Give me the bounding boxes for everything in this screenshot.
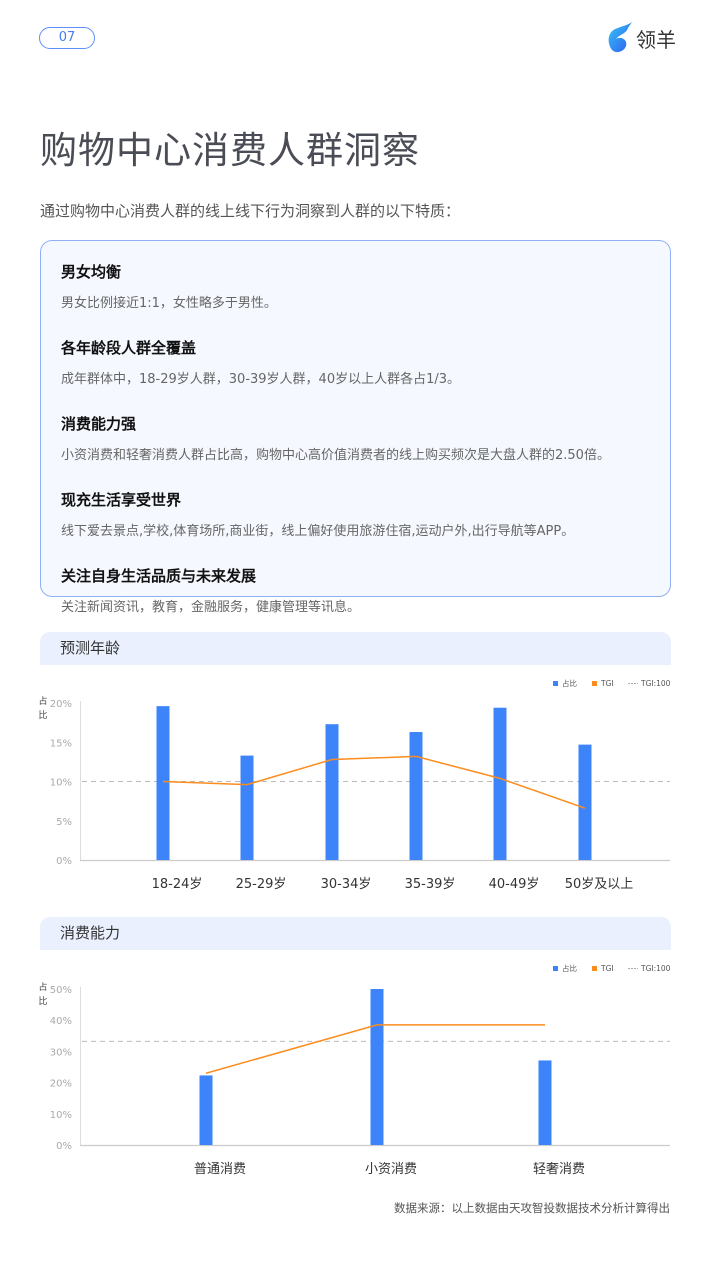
spending-chart: 占比 TGI TGI:100 占比 0% 10% 20% 30% 40% 50% 普通消费 小资消费 轻… xyxy=(38,963,671,1177)
x-tick-label: 30-34岁 xyxy=(321,877,372,892)
feature-item: 各年龄段人群全覆盖成年群体中，18-29岁人群，30-39岁人群，40岁以上人群… xyxy=(61,337,650,387)
legend-swatch-tgi xyxy=(592,681,597,686)
legend-label: TGI xyxy=(600,679,614,688)
bar xyxy=(156,706,170,860)
bar xyxy=(493,707,507,860)
data-source: 数据来源：以上数据由天攻智投数据技术分析计算得出 xyxy=(394,1201,670,1215)
y-tick-label: 20% xyxy=(50,1079,72,1090)
x-tick-label: 50岁及以上 xyxy=(565,877,634,892)
age-chart: 占比 TGI TGI:100 占比 0% 5% 10% 15% 20% 18-24岁 25-29岁 3… xyxy=(38,678,671,892)
bar xyxy=(409,732,423,860)
page-number: 07 xyxy=(39,27,95,49)
legend-label: TGI xyxy=(600,964,614,973)
x-tick-label: 普通消费 xyxy=(194,1162,246,1177)
y-axis-label: 占 xyxy=(38,695,47,707)
y-tick-label: 10% xyxy=(50,778,72,789)
logo-icon xyxy=(608,22,632,53)
bar xyxy=(199,1075,213,1145)
x-tick-label: 小资消费 xyxy=(365,1162,417,1177)
logo-text: 领羊 xyxy=(636,27,676,52)
legend-swatch-tgi xyxy=(592,966,597,971)
feature-text: 关注新闻资讯，教育，金融服务，健康管理等讯息。 xyxy=(61,600,361,615)
bar xyxy=(578,744,592,860)
tgi-line xyxy=(205,1024,545,1074)
bar xyxy=(538,1060,552,1145)
feature-heading: 现充生活享受世界 xyxy=(61,491,182,509)
y-tick-label: 15% xyxy=(50,738,72,749)
tgi-line xyxy=(162,755,586,809)
legend-swatch-bar xyxy=(553,966,558,971)
y-axis-label: 占 xyxy=(38,981,47,993)
features-box: 男女均衡男女比例接近1:1，女性略多于男性。 各年龄段人群全覆盖成年群体中，18… xyxy=(40,240,671,615)
logo: 领羊 xyxy=(604,22,676,54)
feature-item: 现充生活享受世界线下爱去景点,学校,体育场所,商业街，线上偏好使用旅游住宿,运动… xyxy=(61,489,650,539)
page-title: 购物中心消费人群洞察 xyxy=(40,129,420,172)
section-header-age: 预测年龄 xyxy=(40,632,671,665)
feature-heading: 关注自身生活品质与未来发展 xyxy=(61,567,257,585)
feature-item: 消费能力强小资消费和轻奢消费人群占比高，购物中心高价值消费者的线上购买频次是大盘… xyxy=(61,413,650,463)
bar xyxy=(370,989,384,1145)
feature-text: 线下爱去景点,学校,体育场所,商业街，线上偏好使用旅游住宿,运动户外,出行导航等… xyxy=(61,524,575,539)
legend-label: 占比 xyxy=(562,963,577,973)
y-axis-label: 比 xyxy=(38,709,47,721)
section-header-spending: 消费能力 xyxy=(40,917,671,950)
x-tick-label: 轻奢消费 xyxy=(533,1162,585,1177)
feature-heading: 男女均衡 xyxy=(61,263,122,281)
y-axis-label: 比 xyxy=(38,995,47,1007)
y-tick-label: 20% xyxy=(50,699,72,710)
bar xyxy=(240,755,254,860)
y-tick-label: 10% xyxy=(50,1110,72,1121)
x-tick-label: 35-39岁 xyxy=(405,877,456,892)
y-tick-label: 5% xyxy=(56,817,72,828)
y-tick-label: 50% xyxy=(50,985,72,996)
x-tick-label: 18-24岁 xyxy=(152,877,203,892)
intro-text: 通过购物中心消费人群的线上线下行为洞察到人群的以下特质： xyxy=(40,202,461,220)
feature-item: 男女均衡男女比例接近1:1，女性略多于男性。 xyxy=(61,261,650,311)
y-tick-label: 0% xyxy=(56,856,72,867)
x-tick-label: 40-49岁 xyxy=(489,877,540,892)
y-tick-label: 30% xyxy=(50,1047,72,1058)
legend-label: TGI:100 xyxy=(640,679,671,688)
feature-text: 小资消费和轻奢消费人群占比高，购物中心高价值消费者的线上购买频次是大盘人群的2.… xyxy=(61,448,610,463)
feature-text: 成年群体中，18-29岁人群，30-39岁人群，40岁以上人群各占1/3。 xyxy=(61,372,461,387)
y-tick-label: 0% xyxy=(56,1141,72,1152)
feature-text: 男女比例接近1:1，女性略多于男性。 xyxy=(61,296,277,311)
feature-heading: 各年龄段人群全覆盖 xyxy=(61,339,197,357)
legend-label: TGI:100 xyxy=(640,964,671,973)
legend-swatch-bar xyxy=(553,681,558,686)
legend-label: 占比 xyxy=(562,678,577,688)
bar xyxy=(325,724,339,860)
x-tick-label: 25-29岁 xyxy=(236,877,287,892)
feature-heading: 消费能力强 xyxy=(61,415,137,433)
y-tick-label: 40% xyxy=(50,1016,72,1027)
feature-item: 关注自身生活品质与未来发展关注新闻资讯，教育，金融服务，健康管理等讯息。 xyxy=(61,565,650,615)
